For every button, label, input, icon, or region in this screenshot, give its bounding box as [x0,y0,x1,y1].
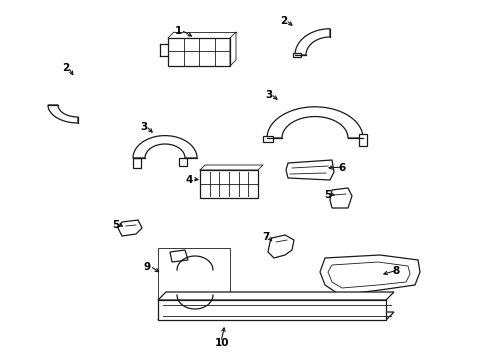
Polygon shape [168,38,229,66]
Polygon shape [48,105,78,123]
Text: 6: 6 [337,163,345,173]
Polygon shape [294,29,329,55]
Polygon shape [170,250,187,262]
Bar [158,248,229,310]
Polygon shape [200,170,258,198]
Text: 2: 2 [62,63,69,73]
Text: 3: 3 [140,122,147,132]
Text: 4: 4 [185,175,193,185]
Text: 5: 5 [324,190,330,200]
Polygon shape [175,303,195,315]
Polygon shape [158,312,393,320]
Text: 8: 8 [391,266,398,276]
Polygon shape [327,262,409,288]
Polygon shape [329,188,351,208]
Polygon shape [285,160,333,180]
Polygon shape [158,292,393,300]
Polygon shape [133,136,197,158]
Text: 3: 3 [264,90,272,100]
Polygon shape [263,136,272,142]
Text: 9: 9 [143,262,151,272]
Text: 10: 10 [215,338,229,348]
Polygon shape [133,158,141,168]
Polygon shape [266,107,362,138]
Polygon shape [179,158,186,166]
Text: 7: 7 [262,232,269,242]
Text: 1: 1 [175,26,182,36]
Polygon shape [158,300,385,320]
Polygon shape [358,134,366,146]
Polygon shape [319,255,419,295]
Polygon shape [292,53,301,57]
Text: 2: 2 [280,16,286,26]
Polygon shape [118,220,142,236]
Text: 5: 5 [112,220,119,230]
Polygon shape [267,235,293,258]
